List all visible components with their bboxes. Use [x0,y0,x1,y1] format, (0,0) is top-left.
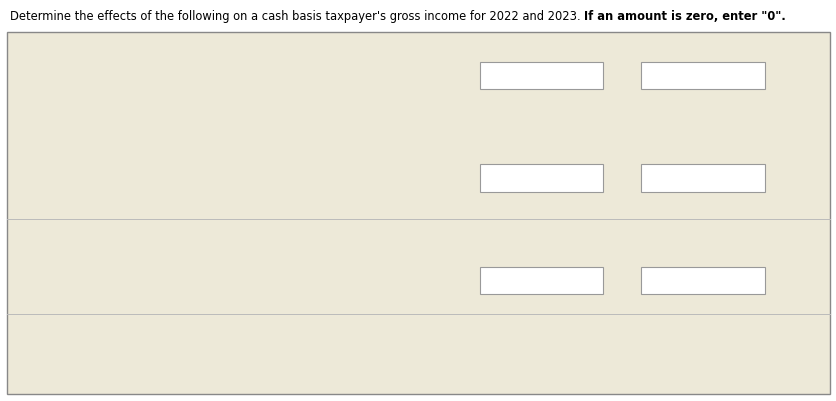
Text: 2023: 2023 [684,58,721,71]
Text: customer. The check was not received until after the bank had closed on: customer. The check was not received unt… [43,289,473,302]
Text: Gross Income: Gross Income [652,40,752,53]
Text: $: $ [482,172,490,184]
Text: December 31, 2022. The taxpayer did not cash the check until January 3,: December 31, 2022. The taxpayer did not … [43,313,478,326]
Text: Determine the effects of the following on a cash basis taxpayer's gross income f: Determine the effects of the following o… [10,10,584,23]
Text: 2023.: 2023. [43,337,77,350]
Text: b.: b. [15,162,28,175]
Text: On the morning of December 31, 2022, the taxpayer received a $1,500: On the morning of December 31, 2022, the… [43,162,466,175]
Text: $: $ [624,69,632,82]
Text: c.: c. [15,265,27,277]
Text: a.: a. [15,60,28,73]
Text: On the morning of December 31, 2022, the taxpayer received a $1,500: On the morning of December 31, 2022, the… [43,60,466,73]
Text: $: $ [482,69,490,82]
Text: Gross Income: Gross Income [491,40,591,53]
Text: If an amount is zero, enter "0".: If an amount is zero, enter "0". [584,10,785,23]
Text: 3, 2023.: 3, 2023. [43,108,92,121]
Text: check from a customer. The customer asked the taxpayer not to cash the: check from a customer. The customer aske… [43,186,478,199]
Text: deposited.: deposited. [43,235,105,247]
Text: $: $ [482,274,490,287]
Text: $: $ [624,274,632,287]
Text: $: $ [624,172,632,184]
Text: check from a customer. The taxpayer did not cash the check until January: check from a customer. The taxpayer did … [43,84,481,97]
Text: On December 31, 2022, the taxpayer received a $1,500 check from a: On December 31, 2022, the taxpayer recei… [43,265,455,277]
Text: check until January 3, 2023, after the customer's salary check could be: check until January 3, 2023, after the c… [43,211,464,223]
Text: 2022: 2022 [522,58,559,71]
